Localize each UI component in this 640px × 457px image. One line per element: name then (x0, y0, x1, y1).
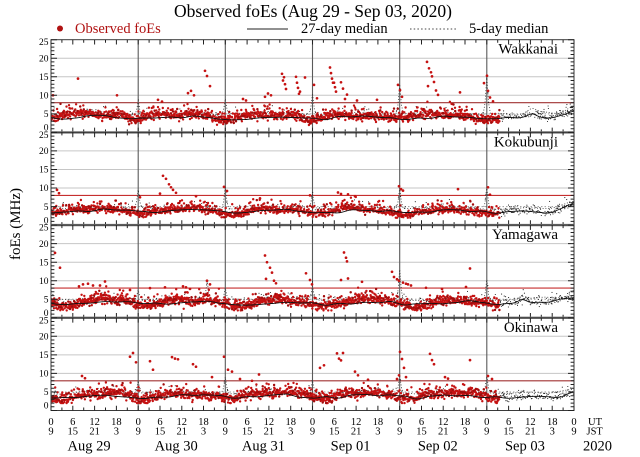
svg-text:6: 6 (70, 417, 75, 428)
svg-text:15: 15 (39, 258, 49, 268)
svg-text:Sep 03: Sep 03 (505, 439, 545, 455)
svg-text:3: 3 (550, 427, 555, 438)
svg-text:9: 9 (310, 427, 315, 438)
svg-text:12: 12 (351, 417, 362, 428)
svg-text:9: 9 (136, 427, 141, 438)
svg-text:12: 12 (264, 417, 275, 428)
svg-text:6: 6 (157, 417, 162, 428)
svg-text:9: 9 (397, 427, 402, 438)
svg-text:Observed foEs: Observed foEs (75, 21, 161, 37)
svg-text:18: 18 (460, 417, 471, 428)
svg-text:5: 5 (44, 388, 49, 398)
svg-text:27-day median: 27-day median (301, 21, 388, 37)
svg-text:3: 3 (288, 427, 293, 438)
svg-text:3: 3 (201, 427, 206, 438)
svg-text:21: 21 (438, 427, 449, 438)
svg-text:9: 9 (48, 427, 53, 438)
svg-text:20: 20 (39, 147, 49, 157)
svg-text:18: 18 (198, 417, 209, 428)
svg-text:foEs (MHz): foEs (MHz) (8, 188, 24, 260)
svg-text:0: 0 (484, 417, 489, 428)
svg-text:JST: JST (587, 427, 604, 438)
svg-text:25: 25 (39, 224, 49, 234)
svg-text:0: 0 (397, 417, 402, 428)
svg-text:9: 9 (484, 427, 489, 438)
svg-text:15: 15 (242, 427, 253, 438)
svg-text:Aug 31: Aug 31 (242, 439, 285, 455)
svg-text:Kokubunji: Kokubunji (494, 134, 558, 150)
svg-text:Sep 02: Sep 02 (418, 439, 458, 455)
svg-text:0: 0 (223, 417, 228, 428)
svg-text:5: 5 (44, 203, 49, 213)
svg-text:5: 5 (44, 296, 49, 306)
svg-text:0: 0 (44, 216, 49, 226)
svg-text:9: 9 (571, 427, 576, 438)
svg-text:10: 10 (39, 277, 49, 287)
svg-text:0: 0 (44, 309, 49, 319)
svg-text:0: 0 (44, 124, 49, 134)
svg-text:12: 12 (89, 417, 100, 428)
svg-text:Yamagawa: Yamagawa (492, 227, 558, 243)
svg-text:Sep 01: Sep 01 (331, 439, 371, 455)
svg-text:3: 3 (375, 427, 380, 438)
svg-text:15: 15 (39, 351, 49, 361)
svg-text:3: 3 (462, 427, 467, 438)
svg-text:15: 15 (416, 427, 427, 438)
svg-text:12: 12 (177, 417, 188, 428)
svg-text:15: 15 (39, 166, 49, 176)
svg-text:6: 6 (506, 417, 511, 428)
svg-text:10: 10 (39, 92, 49, 102)
svg-text:25: 25 (39, 316, 49, 326)
svg-text:12: 12 (438, 417, 449, 428)
svg-text:5-day median: 5-day median (469, 21, 549, 37)
svg-text:3: 3 (114, 427, 119, 438)
svg-text:21: 21 (525, 427, 536, 438)
svg-text:5: 5 (44, 110, 49, 120)
svg-text:21: 21 (177, 427, 188, 438)
svg-text:15: 15 (329, 427, 340, 438)
svg-text:15: 15 (155, 427, 166, 438)
svg-text:UT: UT (588, 417, 603, 428)
svg-text:15: 15 (503, 427, 514, 438)
svg-text:18: 18 (111, 417, 122, 428)
svg-text:20: 20 (39, 54, 49, 64)
svg-text:20: 20 (39, 333, 49, 343)
svg-text:Okinawa: Okinawa (504, 320, 558, 336)
svg-text:2020: 2020 (583, 439, 612, 455)
svg-text:0: 0 (136, 417, 141, 428)
svg-text:0: 0 (310, 417, 315, 428)
svg-text:6: 6 (332, 417, 337, 428)
svg-text:Aug 29: Aug 29 (68, 439, 111, 455)
svg-text:25: 25 (39, 38, 49, 48)
svg-text:6: 6 (244, 417, 249, 428)
svg-text:0: 0 (48, 417, 53, 428)
svg-text:9: 9 (223, 427, 228, 438)
svg-text:20: 20 (39, 240, 49, 250)
svg-text:0: 0 (44, 402, 49, 412)
svg-text:25: 25 (39, 131, 49, 141)
svg-text:10: 10 (39, 184, 49, 194)
svg-text:21: 21 (89, 427, 100, 438)
svg-text:21: 21 (264, 427, 275, 438)
svg-text:Wakkanai: Wakkanai (498, 42, 558, 58)
svg-text:10: 10 (39, 370, 49, 380)
svg-text:6: 6 (419, 417, 424, 428)
svg-text:18: 18 (373, 417, 384, 428)
svg-text:21: 21 (351, 427, 362, 438)
svg-text:18: 18 (285, 417, 296, 428)
svg-text:15: 15 (68, 427, 79, 438)
svg-text:18: 18 (547, 417, 558, 428)
svg-text:0: 0 (571, 417, 576, 428)
svg-text:12: 12 (525, 417, 536, 428)
svg-text:15: 15 (39, 73, 49, 83)
svg-text:Aug 30: Aug 30 (155, 439, 198, 455)
svg-text:Observed foEs (Aug 29 - Sep 03: Observed foEs (Aug 29 - Sep 03, 2020) (174, 1, 452, 21)
